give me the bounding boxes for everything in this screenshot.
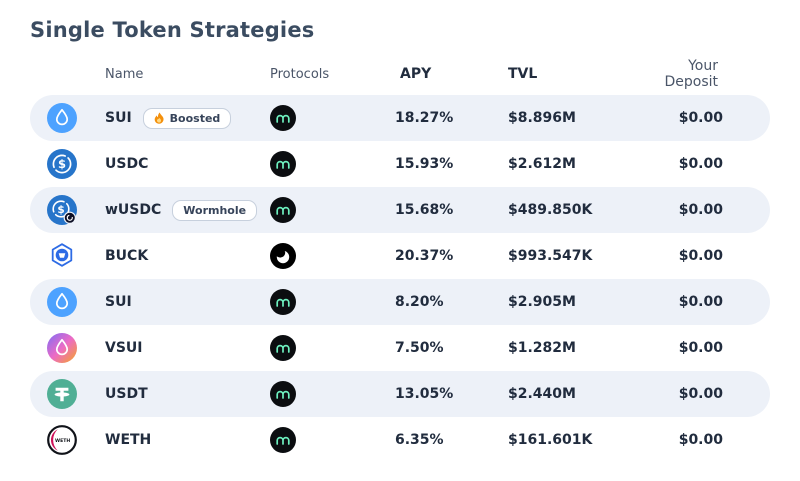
weth-token-icon: WETH (47, 425, 77, 455)
apy-value: 18.27% (395, 110, 454, 126)
badge-label: Boosted (169, 111, 221, 125)
navi-protocol-icon (270, 105, 296, 131)
col-header-name: Name (105, 66, 144, 82)
deposit-value: $0.00 (678, 202, 723, 218)
table-row[interactable]: $ USDC 15.93% $2.612M $0.00 (30, 141, 770, 187)
token-name: wUSDC (105, 202, 162, 218)
col-header-your-deposit: Your Deposit (664, 58, 718, 90)
tvl-value: $161.601K (508, 432, 593, 448)
usdc-token-icon: $ (47, 149, 77, 179)
vsui-token-icon (47, 333, 77, 363)
page-title: Single Token Strategies (30, 18, 315, 42)
apy-value: 6.35% (395, 432, 444, 448)
table-header: Name Protocols APY TVL Your Deposit (30, 53, 770, 95)
tvl-value: $993.547K (508, 248, 593, 264)
deposit-value: $0.00 (678, 110, 723, 126)
navi-protocol-icon (270, 335, 296, 361)
token-name: VSUI (105, 340, 143, 356)
table-row[interactable]: VSUI 7.50% $1.282M $0.00 (30, 325, 770, 371)
usdt-token-icon (47, 379, 77, 409)
tvl-value: $489.850K (508, 202, 593, 218)
table-row[interactable]: $ wUSDC Wormhole 15.68% $489.850K $0.00 (30, 187, 770, 233)
table-body: SUI Boosted 18.27% $8.896M $0.00 $ USDC … (30, 95, 770, 463)
col-header-protocols: Protocols (270, 66, 330, 82)
tvl-value: $2.440M (508, 386, 576, 402)
apy-value: 20.37% (395, 248, 454, 264)
wusdc-token-icon: $ (47, 195, 77, 225)
apy-value: 8.20% (395, 294, 444, 310)
bucket-protocol-icon (270, 243, 296, 269)
table-row[interactable]: WETH WETH 6.35% $161.601K $0.00 (30, 417, 770, 463)
single-token-strategies-panel: Single Token Strategies Name Protocols A… (30, 18, 770, 463)
navi-protocol-icon (270, 381, 296, 407)
deposit-value: $0.00 (678, 156, 723, 172)
badge-label: Wormhole (183, 203, 247, 217)
navi-protocol-icon (270, 427, 296, 453)
svg-text:$: $ (58, 157, 66, 171)
svg-text:WETH: WETH (55, 438, 70, 444)
token-name: BUCK (105, 248, 149, 264)
deposit-value: $0.00 (678, 294, 723, 310)
navi-protocol-icon (270, 151, 296, 177)
flame-icon (154, 111, 165, 125)
col-header-apy: APY (400, 66, 432, 82)
svg-text:$: $ (57, 204, 64, 216)
tvl-value: $2.905M (508, 294, 576, 310)
token-name: SUI (105, 294, 132, 310)
deposit-value: $0.00 (678, 248, 723, 264)
token-name: SUI (105, 110, 132, 126)
token-name: WETH (105, 432, 152, 448)
sui-token-icon (47, 287, 77, 317)
tvl-value: $2.612M (508, 156, 576, 172)
table-row[interactable]: SUI Boosted 18.27% $8.896M $0.00 (30, 95, 770, 141)
badge: Wormhole (172, 199, 258, 221)
table-row[interactable]: BUCK 20.37% $993.547K $0.00 (30, 233, 770, 279)
navi-protocol-icon (270, 289, 296, 315)
navi-protocol-icon (270, 197, 296, 223)
buck-token-icon (47, 241, 77, 271)
table-row[interactable]: USDT 13.05% $2.440M $0.00 (30, 371, 770, 417)
table-row[interactable]: SUI 8.20% $2.905M $0.00 (30, 279, 770, 325)
apy-value: 15.68% (395, 202, 454, 218)
badge: Boosted (142, 107, 232, 129)
sui-token-icon (47, 103, 77, 133)
token-name: USDT (105, 386, 148, 402)
apy-value: 7.50% (395, 340, 444, 356)
deposit-value: $0.00 (678, 432, 723, 448)
strategies-table: Name Protocols APY TVL Your Deposit SUI … (30, 53, 770, 463)
apy-value: 13.05% (395, 386, 454, 402)
deposit-value: $0.00 (678, 386, 723, 402)
tvl-value: $8.896M (508, 110, 576, 126)
tvl-value: $1.282M (508, 340, 576, 356)
token-name: USDC (105, 156, 149, 172)
deposit-value: $0.00 (678, 340, 723, 356)
col-header-tvl: TVL (508, 66, 538, 82)
apy-value: 15.93% (395, 156, 454, 172)
